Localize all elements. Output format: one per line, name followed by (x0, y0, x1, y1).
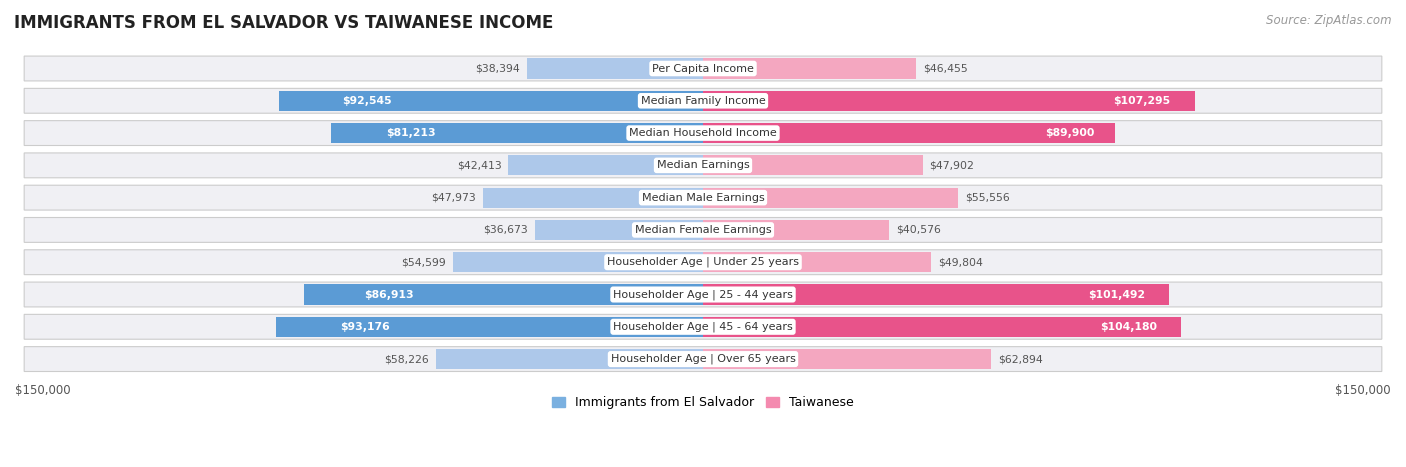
Text: $89,900: $89,900 (1045, 128, 1095, 138)
FancyBboxPatch shape (24, 56, 1382, 81)
Text: $46,455: $46,455 (922, 64, 967, 73)
FancyBboxPatch shape (24, 88, 1382, 113)
Bar (703, 58, 917, 78)
Text: IMMIGRANTS FROM EL SALVADOR VS TAIWANESE INCOME: IMMIGRANTS FROM EL SALVADOR VS TAIWANESE… (14, 14, 554, 32)
Bar (703, 284, 1168, 304)
Text: $58,226: $58,226 (384, 354, 429, 364)
Text: $54,599: $54,599 (401, 257, 446, 267)
Bar (703, 220, 889, 240)
FancyBboxPatch shape (24, 347, 1382, 372)
Text: Median Family Income: Median Family Income (641, 96, 765, 106)
Bar (304, 284, 703, 304)
Text: Per Capita Income: Per Capita Income (652, 64, 754, 73)
Text: $42,413: $42,413 (457, 160, 502, 170)
Text: $36,673: $36,673 (484, 225, 527, 235)
Text: Median Male Earnings: Median Male Earnings (641, 193, 765, 203)
Bar (703, 252, 931, 272)
Text: $40,576: $40,576 (896, 225, 941, 235)
Text: $49,804: $49,804 (938, 257, 983, 267)
Text: Median Earnings: Median Earnings (657, 160, 749, 170)
Bar (703, 123, 1115, 143)
Text: Householder Age | 25 - 44 years: Householder Age | 25 - 44 years (613, 289, 793, 300)
FancyBboxPatch shape (24, 218, 1382, 242)
Text: Householder Age | Under 25 years: Householder Age | Under 25 years (607, 257, 799, 268)
Text: $38,394: $38,394 (475, 64, 520, 73)
Bar (703, 349, 991, 369)
Text: $104,180: $104,180 (1099, 322, 1157, 332)
Bar (703, 156, 922, 176)
Bar (453, 252, 703, 272)
Text: $101,492: $101,492 (1088, 290, 1146, 299)
FancyBboxPatch shape (24, 120, 1382, 146)
Text: $55,556: $55,556 (965, 193, 1010, 203)
Text: $62,894: $62,894 (998, 354, 1043, 364)
Bar (703, 317, 1181, 337)
Text: Median Female Earnings: Median Female Earnings (634, 225, 772, 235)
Bar (276, 317, 703, 337)
Text: Householder Age | 45 - 64 years: Householder Age | 45 - 64 years (613, 322, 793, 332)
Bar (436, 349, 703, 369)
FancyBboxPatch shape (24, 314, 1382, 339)
Text: $47,973: $47,973 (432, 193, 477, 203)
Bar (330, 123, 703, 143)
Bar (534, 220, 703, 240)
Text: $92,545: $92,545 (342, 96, 392, 106)
Text: $86,913: $86,913 (364, 290, 413, 299)
Text: $150,000: $150,000 (15, 384, 70, 397)
Text: $81,213: $81,213 (387, 128, 436, 138)
Text: Source: ZipAtlas.com: Source: ZipAtlas.com (1267, 14, 1392, 27)
Text: $93,176: $93,176 (340, 322, 389, 332)
FancyBboxPatch shape (24, 153, 1382, 178)
Bar (484, 188, 703, 208)
Bar (703, 91, 1195, 111)
Text: $150,000: $150,000 (1336, 384, 1391, 397)
Bar (509, 156, 703, 176)
Text: Householder Age | Over 65 years: Householder Age | Over 65 years (610, 354, 796, 364)
Bar (278, 91, 703, 111)
FancyBboxPatch shape (24, 185, 1382, 210)
FancyBboxPatch shape (24, 282, 1382, 307)
Text: Median Household Income: Median Household Income (628, 128, 778, 138)
Text: $107,295: $107,295 (1114, 96, 1171, 106)
Bar (703, 188, 957, 208)
Text: $47,902: $47,902 (929, 160, 974, 170)
Bar (527, 58, 703, 78)
Legend: Immigrants from El Salvador, Taiwanese: Immigrants from El Salvador, Taiwanese (547, 391, 859, 414)
FancyBboxPatch shape (24, 250, 1382, 275)
